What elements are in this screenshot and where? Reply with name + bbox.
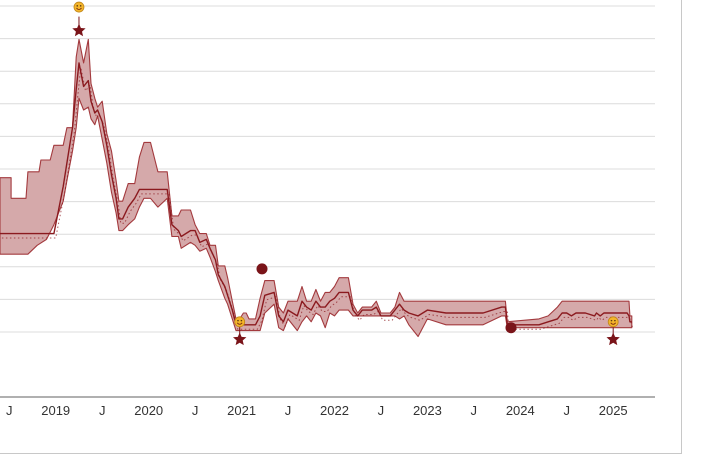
- markers: [72, 1, 620, 346]
- x-tick-label: 2025: [599, 403, 628, 418]
- emoji-face-icon: [73, 1, 85, 13]
- x-tick-label: 2019: [41, 403, 70, 418]
- x-tick-label: J: [192, 403, 199, 418]
- x-tick-label: J: [471, 403, 478, 418]
- series-line-dotted-1: [1, 67, 634, 330]
- x-axis: J 2019 J 2020 J 2021 J 2022 J 2023 J 2024 J 2025: [0, 396, 655, 418]
- emoji-eye: [614, 319, 616, 322]
- x-tick-label: J: [6, 403, 13, 418]
- range-band: [0, 38, 633, 338]
- x-tick-label: J: [99, 403, 106, 418]
- chart-frame: [0, 0, 682, 454]
- range-bands: [0, 38, 633, 338]
- star-marker: [606, 332, 620, 346]
- emoji-face-icon: [607, 316, 619, 328]
- series-lines: [0, 62, 634, 330]
- star-marker: [72, 23, 86, 37]
- gridlines: [0, 5, 655, 333]
- emoji-eye: [79, 5, 82, 7]
- x-tick-label: 2024: [506, 403, 535, 418]
- x-tick-label: J: [563, 403, 570, 418]
- x-tick-label: 2022: [320, 403, 349, 418]
- emoji-face-icon: [234, 316, 246, 328]
- x-tick-label: J: [285, 403, 292, 418]
- x-tick-label: 2020: [134, 403, 163, 418]
- x-tick-label: 2023: [413, 403, 442, 418]
- emoji-eye: [240, 319, 243, 322]
- emoji-eye: [610, 319, 613, 322]
- highlight-point: [505, 322, 517, 334]
- star-marker: [233, 332, 247, 346]
- emoji-eye: [76, 5, 79, 7]
- emoji-mouth: [76, 7, 82, 11]
- emoji-mouth: [236, 322, 243, 325]
- highlight-point: [256, 263, 268, 275]
- emoji-mouth: [610, 322, 617, 325]
- x-tick-label: J: [378, 403, 385, 418]
- emoji-eye: [237, 319, 239, 322]
- x-tick-label: 2021: [227, 403, 256, 418]
- series-line-1: [0, 62, 632, 326]
